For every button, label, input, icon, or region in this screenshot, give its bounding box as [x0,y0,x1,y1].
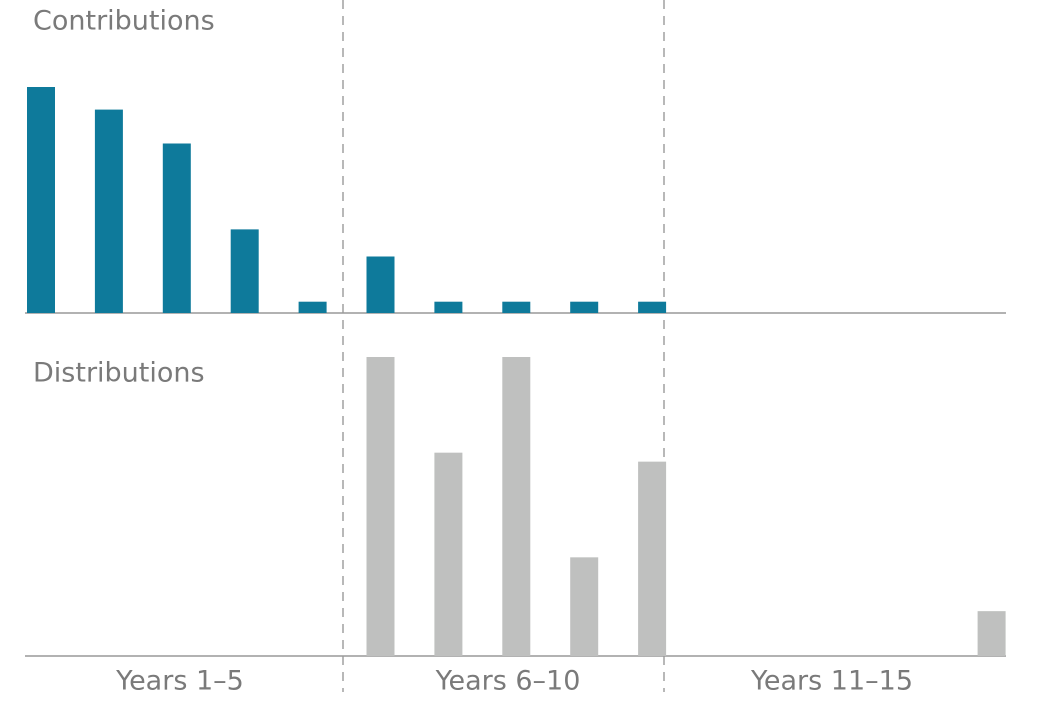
bar [434,301,463,313]
bar [366,357,395,656]
bar [162,143,191,313]
bar [230,229,259,313]
bar [570,301,599,313]
bar [27,87,55,313]
bar [638,301,667,313]
bar [298,301,327,313]
bar [638,461,667,656]
bar [94,109,123,313]
bar [977,611,1006,656]
group-label: Years 6–10 [435,666,581,697]
bar [570,557,599,656]
group-label: Years 11–15 [750,666,913,697]
bar [502,301,531,313]
bar [366,256,395,313]
panel-title: Contributions [33,6,215,37]
group-label: Years 1–5 [115,666,244,697]
bar [434,452,463,656]
bar [502,357,531,656]
panel-title: Distributions [33,358,205,389]
